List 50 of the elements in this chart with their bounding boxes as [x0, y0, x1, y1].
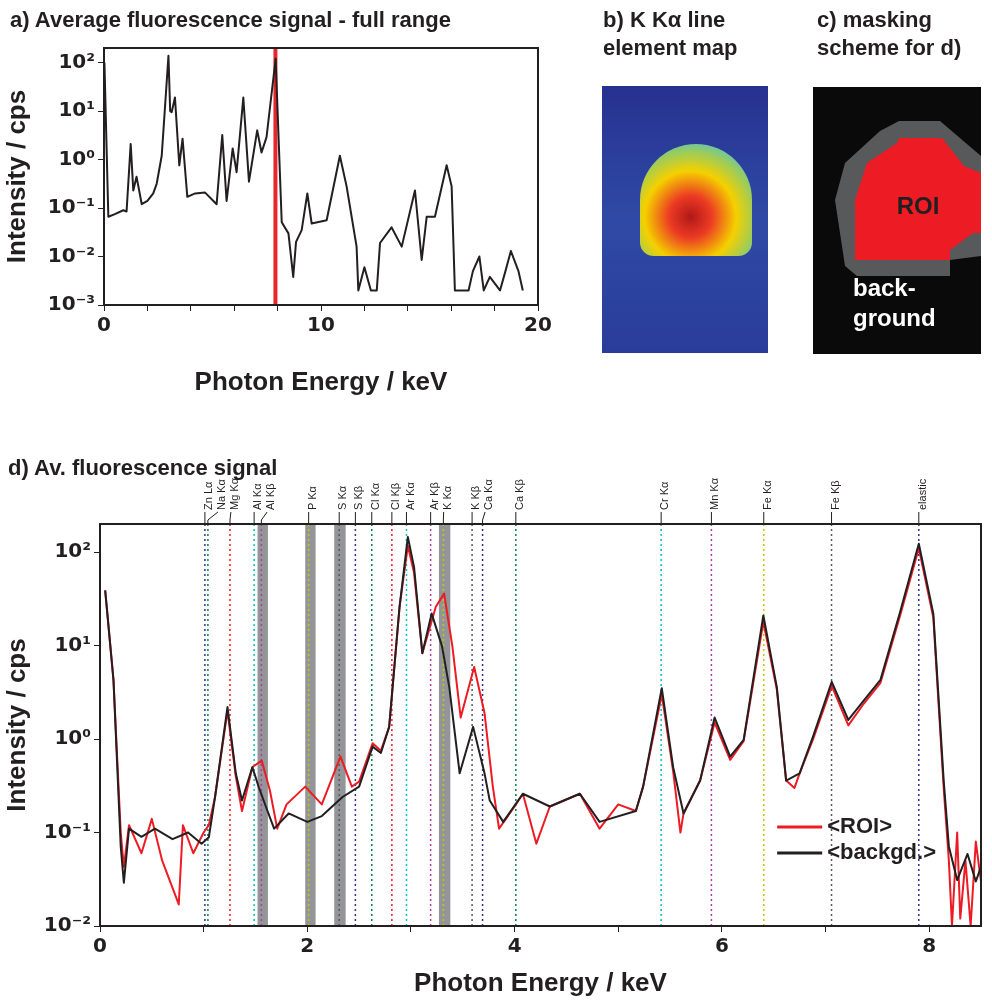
y-axis-title: Intensity / cps	[0, 89, 31, 264]
x-tick-label: 10	[307, 312, 335, 337]
y-tick-label: 10¹	[58, 97, 95, 122]
x-tick-label: 8	[922, 933, 937, 958]
ref-line-label: Na Kα	[214, 478, 227, 510]
ref-line-label: Cr Kα	[658, 481, 671, 510]
ref-line-label: Ca Kα	[482, 478, 495, 510]
ref-line-label: Cl Kα	[368, 482, 381, 510]
x-tick-label: 20	[524, 312, 552, 337]
ref-line-label: P Kα	[305, 485, 318, 510]
y-tick-label: 10¹	[54, 631, 91, 656]
x-tick-label: 2	[300, 933, 315, 958]
ref-line-label: Ar Kα	[403, 481, 416, 510]
y-tick-label: 10⁻³	[47, 291, 95, 316]
ref-line-label: K Kα	[440, 485, 453, 510]
y-axis-title: Intensity / cps	[0, 638, 31, 812]
chart-title: a) Average fluorescence signal - full range	[10, 6, 452, 34]
y-tick-label: 10²	[58, 48, 95, 73]
ref-line-label: Cl Kβ	[388, 482, 401, 510]
ref-line-label: K Kβ	[469, 485, 482, 510]
x-tick-label: 0	[97, 312, 111, 337]
ref-line-label: Mn Kα	[708, 477, 721, 510]
ref-line-label: Fe Kα	[760, 479, 773, 510]
ref-line-label: elastic	[915, 478, 928, 510]
x-tick-label: 0	[93, 933, 107, 958]
y-tick-label: 10⁻¹	[47, 194, 95, 219]
y-tick-label: 10²	[54, 538, 91, 563]
text: b) K Kα line element map	[603, 6, 739, 62]
ref-line-label: Ar Kβ	[427, 482, 440, 510]
x-tick-label: 6	[714, 933, 729, 958]
x-axis-title: Photon Energy / keV	[414, 966, 668, 997]
ref-line-label: S Kα	[336, 485, 349, 510]
y-tick-label: 10⁰	[58, 145, 95, 170]
x-tick-label: 4	[507, 933, 522, 958]
ref-line-label: Al Kα	[251, 482, 264, 510]
ref-line-label: Zn Lα	[201, 480, 214, 510]
y-tick-label: 10⁻¹	[43, 818, 91, 843]
text: back-ground	[853, 273, 937, 333]
text: ROI	[895, 191, 941, 221]
x-axis-title: Photon Energy / keV	[194, 365, 449, 396]
ref-line-label: Fe Kβ	[828, 480, 841, 510]
legend-label: <ROI>	[827, 813, 892, 839]
legend-label: <backgd.>	[827, 839, 937, 865]
y-tick-label: 10⁰	[54, 725, 91, 750]
ref-line-label: S Kβ	[352, 485, 365, 510]
ref-line-label: Al Kβ	[264, 483, 277, 510]
y-tick-label: 10⁻²	[43, 912, 91, 937]
y-tick-label: 10⁻²	[47, 242, 95, 267]
text: c) masking scheme for d)	[817, 6, 963, 62]
ref-line-label: Ca Kβ	[512, 479, 525, 510]
